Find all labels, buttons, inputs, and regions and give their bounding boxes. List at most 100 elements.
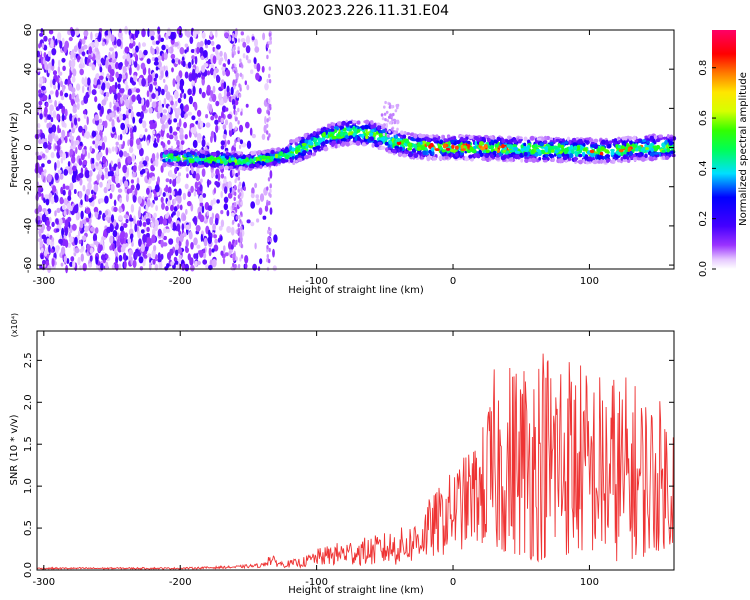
- spectrogram-cell: [232, 219, 235, 225]
- spectrogram-cell: [214, 217, 219, 226]
- spectrogram-cell: [188, 95, 193, 105]
- spectrogram-cell: [91, 89, 97, 96]
- spectrogram-cell: [159, 215, 164, 225]
- spectrogram-cell: [91, 157, 95, 165]
- spectrogram-cell: [127, 88, 132, 96]
- spectrogram-cell: [250, 201, 256, 209]
- spectrogram-cell: [197, 138, 202, 144]
- spectrogram-cell: [46, 238, 50, 246]
- spectrogram-cell: [237, 120, 240, 125]
- spectrogram-cell: [174, 41, 179, 47]
- spectrogram-cell: [166, 200, 171, 206]
- spectrogram-cell: [209, 216, 214, 226]
- spectrogram-cell: [163, 78, 166, 83]
- spectrogram-cell: [118, 150, 124, 158]
- spectrogram-cell: [206, 70, 211, 76]
- spectrogram-cell: [261, 133, 266, 140]
- spectrogram-cell: [141, 168, 146, 174]
- spectrogram-cell: [245, 45, 251, 54]
- spectrogram-cell: [173, 118, 178, 123]
- spectrogram-cell: [183, 121, 188, 129]
- spectrogram-cell: [233, 46, 236, 51]
- spectrogram-cell: [141, 28, 146, 38]
- spectrogram-cell: [130, 203, 135, 213]
- spectrogram-cell: [250, 193, 255, 199]
- spectrogram-cell: [88, 46, 93, 55]
- spectrogram-cell: [163, 52, 168, 60]
- spectrogram-cell: [65, 185, 70, 190]
- spectrogram-cell: [91, 189, 94, 195]
- spectrogram-cell: [136, 183, 140, 191]
- spectrogram-cell: [136, 111, 142, 117]
- spectrogram-cell: [99, 244, 103, 251]
- spectrogram-cell: [103, 135, 108, 143]
- spectrogram-cell: [136, 64, 140, 71]
- spectrogram-cell: [240, 221, 243, 226]
- spectrogram-cell: [197, 117, 201, 123]
- spectrogram-cell: [141, 42, 147, 47]
- spectrogram-cell: [56, 159, 61, 169]
- spectrogram-cell: [210, 40, 215, 46]
- spectrogram-cell: [143, 226, 148, 232]
- spectrogram-cell: [143, 49, 148, 56]
- spectrogram-cell: [220, 219, 225, 228]
- spectrogram-cell: [119, 197, 122, 204]
- spectrogram-cell: [198, 211, 202, 220]
- spectrogram-cell: [114, 134, 117, 139]
- spectrogram-cell: [237, 38, 241, 43]
- spectrogram-cell: [104, 210, 109, 216]
- spectrogram-cell: [170, 31, 175, 41]
- spectrogram-cell: [85, 194, 89, 202]
- spectrogram-cell: [87, 55, 92, 60]
- spectrogram-cell: [153, 77, 157, 82]
- spectrogram-cell: [114, 93, 118, 101]
- spectrogram-cell: [84, 76, 88, 86]
- spectrogram-cell: [174, 134, 178, 142]
- spectrogram-cell: [205, 114, 209, 119]
- spectrogram-cell: [38, 204, 42, 213]
- spectrogram-cell: [239, 192, 242, 197]
- spectrogram-cell: [187, 191, 191, 198]
- spectrogram-cell: [66, 207, 69, 216]
- spectrogram-cell: [240, 38, 246, 43]
- spectrogram-cell: [170, 100, 174, 106]
- spectrogram-cell: [268, 258, 271, 264]
- spectrogram-cell: [99, 181, 103, 188]
- spectrogram-cell: [269, 193, 272, 198]
- spectrogram-cell: [658, 134, 663, 138]
- spectrogram-cell: [629, 140, 633, 145]
- spectrogram-cell: [134, 188, 138, 197]
- spectrogram-cell: [113, 105, 117, 111]
- spectrogram-cell: [154, 73, 159, 79]
- spectrogram-cell: [80, 199, 83, 206]
- spectrogram-cell: [145, 218, 151, 223]
- spectrogram-cell: [231, 63, 235, 69]
- spectrogram-cell: [48, 126, 53, 134]
- spectrogram-cell: [55, 228, 60, 233]
- spectrogram-cell: [79, 265, 82, 271]
- spectrogram-cell: [234, 33, 237, 38]
- spectrogram-cell: [653, 152, 660, 155]
- spectrogram-cell: [42, 94, 48, 102]
- spectrogram-cell: [137, 230, 141, 239]
- spectrogram-cell: [199, 184, 203, 192]
- spectrogram-cell: [245, 121, 250, 129]
- spectrogram-cell: [50, 248, 54, 253]
- spectrogram-cell: [62, 189, 66, 196]
- spectrogram-cell: [190, 49, 195, 53]
- spectrogram-cell: [118, 28, 122, 34]
- spectrogram-cell: [100, 57, 105, 64]
- spectrogram-cell: [301, 142, 307, 147]
- spectrogram-cell: [214, 119, 219, 125]
- spectrogram-cell: [172, 190, 175, 196]
- spectrogram-cell: [93, 240, 99, 245]
- spectrogram-cell: [212, 85, 216, 94]
- spectrogram-cell: [237, 223, 240, 228]
- spectrogram-cell: [115, 62, 119, 70]
- spectrogram-cell: [40, 254, 44, 260]
- spectrogram-cell: [339, 126, 344, 130]
- spectrogram-cell: [139, 266, 144, 271]
- spectrogram-cell: [99, 88, 102, 94]
- spectrogram-cell: [172, 78, 176, 88]
- spectrogram-cell: [51, 48, 57, 56]
